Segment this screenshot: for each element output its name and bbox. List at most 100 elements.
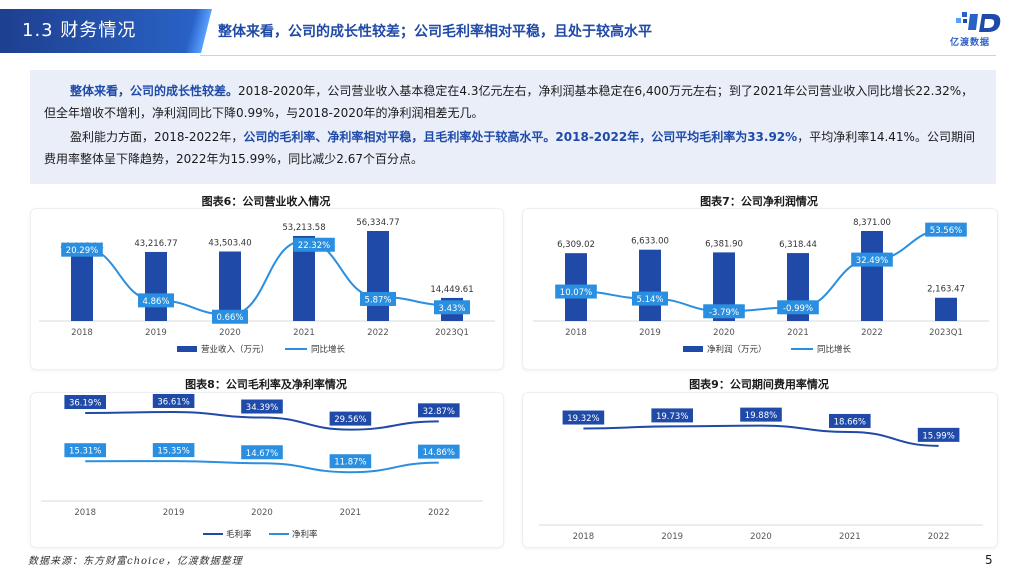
- x-tick-label: 2021: [340, 508, 362, 518]
- x-tick-label: 2018: [74, 508, 96, 518]
- logo-text: 亿渡数据: [950, 38, 991, 48]
- bar-2018: [71, 255, 93, 321]
- bar-value-label: 53,213.58: [282, 223, 325, 233]
- series-1-label: 14.86%: [418, 444, 460, 459]
- x-tick-label: 2022: [367, 328, 389, 338]
- growth-label: 0.66%: [212, 309, 248, 324]
- series-0-label-text: 36.61%: [157, 397, 189, 407]
- growth-line: [81, 239, 453, 316]
- bar-value-label: 56,334.77: [356, 218, 399, 228]
- series-1-label: 15.31%: [64, 443, 106, 458]
- growth-label: 5.14%: [632, 291, 668, 306]
- series-0-label-text: 19.32%: [567, 414, 599, 424]
- section-label: 1.3 财务情况: [22, 20, 137, 41]
- company-logo-icon: [956, 12, 1001, 32]
- series-0-label: 19.88%: [740, 407, 782, 422]
- series-0-label-box: [917, 427, 960, 442]
- summary-paragraph-1: 整体来看，公司的成长性较差。2018-2020年，公司营业收入基本稳定在4.3亿…: [44, 80, 982, 124]
- growth-label-text: 22.32%: [298, 241, 330, 251]
- bar-value-label: 8,371.00: [853, 218, 891, 228]
- summary-box: 整体来看，公司的成长性较差。2018-2020年，公司营业收入基本稳定在4.3亿…: [30, 70, 996, 184]
- growth-label: 10.07%: [555, 284, 597, 299]
- series-0-label-text: 34.39%: [246, 403, 278, 413]
- series-1-label-box: [241, 445, 283, 460]
- series-line-0: [583, 424, 939, 447]
- legend-bar-swatch: [683, 346, 703, 352]
- growth-label: 4.86%: [138, 293, 174, 308]
- growth-label-text: 4.86%: [142, 297, 169, 307]
- series-0-label: 36.61%: [152, 393, 195, 408]
- legend-label-1: 净利率: [292, 529, 318, 540]
- series-1-label-text: 15.35%: [157, 447, 189, 457]
- bar-value-label: 6,633.00: [631, 237, 669, 247]
- series-0-label-box: [152, 393, 195, 408]
- growth-label-box: [212, 309, 248, 324]
- page-headline: 整体来看，公司的成长性较差；公司毛利率相对平稳，且处于较高水平: [218, 24, 652, 40]
- growth-label-box: [434, 300, 470, 315]
- x-tick-label: 2018: [573, 532, 595, 542]
- growth-label-box: [293, 237, 335, 252]
- growth-label: 3.43%: [434, 300, 470, 315]
- x-tick-label: 2021: [787, 328, 809, 338]
- series-0-label: 36.19%: [64, 395, 106, 410]
- x-tick-label: 2019: [163, 508, 185, 518]
- x-tick-label: 2020: [251, 508, 273, 518]
- series-0-label: 19.32%: [562, 410, 605, 425]
- growth-label-text: 10.07%: [560, 288, 592, 298]
- legend-line-label: 同比增长: [817, 344, 852, 355]
- legend-bar-swatch: [177, 346, 197, 352]
- series-1-label-text: 15.31%: [69, 447, 101, 457]
- x-tick-label: 2020: [219, 328, 241, 338]
- growth-label-text: 3.43%: [438, 304, 465, 314]
- growth-label: 22.32%: [293, 237, 335, 252]
- header-divider: [200, 55, 996, 56]
- series-1-label: 15.35%: [152, 443, 195, 458]
- growth-label: 20.29%: [61, 242, 103, 257]
- growth-label-box: [138, 293, 174, 308]
- growth-label-text: -3.79%: [709, 308, 739, 318]
- bar-value-label: 2,163.47: [927, 285, 965, 295]
- series-1-label-text: 14.86%: [423, 448, 455, 458]
- series-1-label-text: 14.67%: [246, 449, 278, 459]
- series-0-label-text: 36.19%: [69, 399, 101, 409]
- section-tab: 1.3 财务情况: [0, 9, 200, 53]
- series-0-label-text: 32.87%: [423, 407, 455, 417]
- series-0-label: 32.87%: [418, 403, 460, 418]
- bar-2022: [861, 231, 883, 321]
- x-tick-label: 2018: [565, 328, 587, 338]
- series-1-label: 14.67%: [241, 445, 283, 460]
- bar-value-label: 6,381.90: [705, 239, 743, 249]
- growth-label-box: [925, 222, 967, 237]
- series-0-label-text: 15.99%: [922, 431, 954, 441]
- summary-p1-highlight: 整体来看，公司的成长性较差。: [70, 84, 239, 98]
- margins-chart: 36.19% 36.61% 34.39% 29.56% 32.87% 15.31% 15.3…: [41, 393, 483, 540]
- series-1-label: 11.87%: [329, 454, 372, 469]
- legend-label-0: 毛利率: [226, 529, 252, 540]
- x-tick-label: 2019: [661, 532, 683, 542]
- page-number: 5: [985, 553, 993, 567]
- bar-value-label: 6,318.44: [779, 240, 817, 250]
- netprofit-chart: 6,309.02 6,633.00 6,381.90 6,318.44 8,371.00…: [533, 218, 989, 355]
- series-line-0: [85, 410, 439, 431]
- growth-label-text: 20.29%: [66, 246, 98, 256]
- series-1-label-box: [329, 454, 372, 469]
- bar-2020: [713, 252, 735, 321]
- x-tick-label: 2021: [839, 532, 861, 542]
- growth-label-text: -0.99%: [783, 304, 813, 314]
- bar-value-label: 43,216.77: [134, 239, 177, 249]
- chart-title-margins: 图表8：公司毛利率及净利率情况: [185, 378, 347, 391]
- chart-title-netprofit: 图表7：公司净利润情况: [700, 195, 818, 208]
- x-tick-label: 2018: [71, 328, 93, 338]
- series-0-label-box: [418, 403, 460, 418]
- series-0-label-box: [651, 408, 693, 423]
- bar-2020: [219, 251, 241, 321]
- bar-2023Q1: [935, 297, 957, 321]
- x-tick-label: 2022: [928, 532, 950, 542]
- summary-p2-highlight: 公司的毛利率、净利率相对平稳，且毛利率处于较高水平。2018-2022年，公司平…: [243, 130, 798, 144]
- bar-value-label: 6,309.02: [557, 240, 595, 250]
- growth-label: 32.49%: [851, 252, 893, 267]
- growth-label-box: [851, 252, 893, 267]
- x-tick-label: 2019: [145, 328, 167, 338]
- series-1-label-box: [152, 443, 195, 458]
- margins-chart-panel: 36.19% 36.61% 34.39% 29.56% 32.87% 15.31% 15.3…: [30, 392, 504, 548]
